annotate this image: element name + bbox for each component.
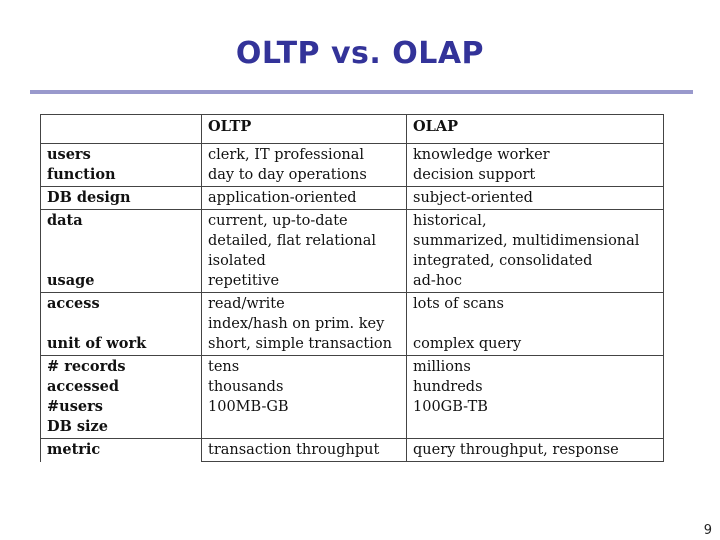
oltp-cell: clerk, IT professional day to day operat… — [201, 143, 407, 187]
olap-value: hundreds — [413, 379, 483, 395]
olap-value: integrated, consolidated — [413, 253, 593, 269]
oltp-value: 100MB-GB — [208, 399, 289, 415]
oltp-value: detailed, flat relational — [208, 233, 377, 249]
olap-value: ad-hoc — [413, 273, 463, 289]
row-label-cell: users function — [40, 143, 202, 187]
olap-cell: lots of scans complex query — [406, 292, 664, 356]
table-row: DB design application-oriented subject-o… — [40, 186, 664, 210]
header-cell-oltp: OLTP — [201, 114, 407, 144]
page-number: 9 — [703, 523, 712, 538]
oltp-value: application-oriented — [208, 190, 357, 206]
olap-value: lots of scans — [413, 296, 504, 312]
oltp-cell: current, up-to-date detailed, flat relat… — [201, 209, 407, 293]
row-label: DB design — [47, 189, 131, 206]
slide-title: OLTP vs. OLAP — [235, 36, 485, 71]
olap-value: query throughput, response — [413, 442, 619, 458]
olap-cell: millions hundreds 100GB-TB — [406, 355, 664, 439]
table-row: # records accessed #users DB size tens t… — [40, 355, 664, 439]
title-divider — [30, 90, 693, 94]
oltp-cell: application-oriented — [201, 186, 407, 210]
olap-value: knowledge worker — [413, 147, 550, 163]
row-label: unit of work — [47, 335, 147, 352]
olap-value: decision support — [413, 167, 536, 183]
olap-value: 100GB-TB — [413, 399, 488, 415]
oltp-value: isolated — [208, 253, 266, 269]
oltp-value: repetitive — [208, 273, 280, 289]
oltp-cell: transaction throughput — [201, 438, 407, 462]
row-label-cell: data usage — [40, 209, 202, 293]
olap-value: millions — [413, 359, 471, 375]
olap-value — [413, 314, 657, 334]
oltp-value: thousands — [208, 379, 284, 395]
header-cell-empty — [40, 114, 202, 144]
olap-cell: subject-oriented — [406, 186, 664, 210]
row-label: #users — [47, 398, 103, 415]
row-label-cell: metric — [40, 438, 202, 462]
row-label-cell: access unit of work — [40, 292, 202, 356]
oltp-value: clerk, IT professional — [208, 147, 365, 163]
oltp-cell: read/write index/hash on prim. key short… — [201, 292, 407, 356]
row-label: metric — [47, 441, 101, 458]
row-label: function — [47, 166, 116, 183]
olap-value: subject-oriented — [413, 190, 533, 206]
table-row: metric transaction throughput query thro… — [40, 438, 664, 462]
row-label-cell: # records accessed #users DB size — [40, 355, 202, 439]
row-label: access — [47, 295, 100, 312]
oltp-cell: tens thousands 100MB-GB — [201, 355, 407, 439]
table-row: access unit of work read/write index/has… — [40, 292, 664, 356]
olap-value: historical, — [413, 213, 487, 229]
row-label — [47, 231, 195, 251]
oltp-value: transaction throughput — [208, 442, 380, 458]
oltp-value: current, up-to-date — [208, 213, 348, 229]
table-row: users function clerk, IT professional da… — [40, 143, 664, 187]
row-label — [47, 314, 195, 334]
olap-cell: query throughput, response — [406, 438, 664, 462]
oltp-value: read/write — [208, 296, 285, 312]
header-cell-olap: OLAP — [406, 114, 664, 144]
row-label: users — [47, 146, 91, 163]
row-label: DB size — [47, 418, 109, 435]
olap-value: summarized, multidimensional — [413, 233, 640, 249]
row-label: data — [47, 212, 83, 229]
oltp-value: tens — [208, 359, 240, 375]
row-label: usage — [47, 272, 95, 289]
table-row: data usage current, up-to-date detailed,… — [40, 209, 664, 293]
comparison-table: OLTP OLAP users function clerk, IT profe… — [40, 114, 664, 462]
olap-value: complex query — [413, 336, 522, 352]
olap-cell: knowledge worker decision support — [406, 143, 664, 187]
olap-cell: historical, summarized, multidimensional… — [406, 209, 664, 293]
oltp-value: index/hash on prim. key — [208, 316, 385, 332]
row-label-cell: DB design — [40, 186, 202, 210]
table-header-row: OLTP OLAP — [40, 114, 664, 144]
oltp-value: short, simple transaction — [208, 336, 392, 352]
row-label: # records accessed — [47, 358, 126, 395]
oltp-value: day to day operations — [208, 167, 367, 183]
row-label — [47, 251, 195, 271]
